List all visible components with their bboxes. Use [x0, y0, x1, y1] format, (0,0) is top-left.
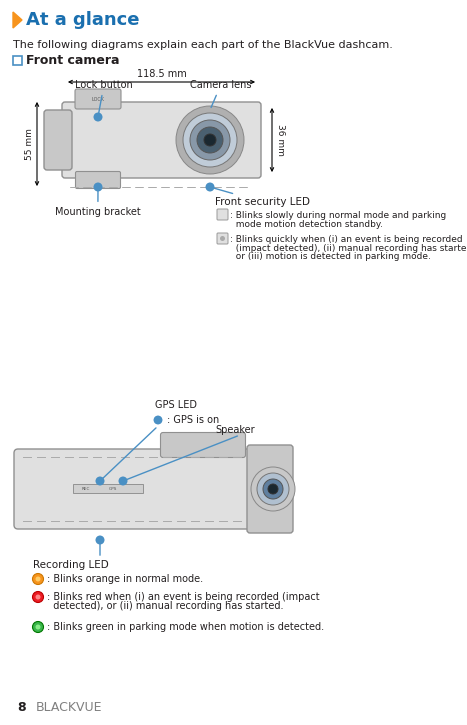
FancyBboxPatch shape [161, 433, 246, 457]
Circle shape [95, 476, 105, 486]
Bar [73, 484, 143, 493]
Text: (impact detected), (ii) manual recording has started,: (impact detected), (ii) manual recording… [230, 244, 467, 252]
Text: : Blinks slowly during normal mode and parking: : Blinks slowly during normal mode and p… [230, 211, 446, 220]
Bar [13, 56, 22, 65]
Text: : Blinks quickly when (i) an event is being recorded: : Blinks quickly when (i) an event is be… [230, 235, 463, 244]
Circle shape [190, 120, 230, 160]
Circle shape [35, 624, 41, 629]
Text: GPS: GPS [109, 487, 117, 491]
Circle shape [33, 592, 43, 602]
Text: 118.5 mm: 118.5 mm [137, 69, 186, 79]
Circle shape [251, 467, 295, 511]
Text: Recording LED: Recording LED [33, 560, 109, 570]
Circle shape [204, 134, 216, 146]
Text: mode motion detection standby.: mode motion detection standby. [230, 220, 383, 228]
Circle shape [176, 106, 244, 174]
Circle shape [33, 573, 43, 584]
FancyBboxPatch shape [14, 449, 262, 529]
Circle shape [35, 576, 41, 581]
Text: The following diagrams explain each part of the BlackVue dashcam.: The following diagrams explain each part… [13, 40, 393, 50]
Circle shape [153, 415, 163, 426]
Circle shape [119, 476, 127, 486]
Circle shape [197, 127, 223, 153]
Circle shape [205, 183, 214, 191]
Text: LOCK: LOCK [92, 96, 105, 102]
Text: 36 mm: 36 mm [276, 124, 285, 156]
Text: Mounting bracket: Mounting bracket [55, 190, 141, 217]
Text: GPS LED: GPS LED [155, 400, 197, 410]
Circle shape [257, 473, 289, 505]
Text: At a glance: At a glance [26, 11, 140, 29]
Text: or (iii) motion is detected in parking mode.: or (iii) motion is detected in parking m… [230, 252, 431, 261]
Polygon shape [13, 12, 22, 28]
Text: detected), or (ii) manual recording has started.: detected), or (ii) manual recording has … [47, 601, 283, 611]
FancyBboxPatch shape [75, 89, 121, 109]
Circle shape [268, 484, 278, 494]
Text: : Blinks red when (i) an event is being recorded (impact: : Blinks red when (i) an event is being … [47, 592, 319, 602]
Text: Front security LED: Front security LED [212, 188, 310, 207]
Circle shape [95, 536, 105, 544]
FancyBboxPatch shape [247, 445, 293, 533]
FancyBboxPatch shape [217, 209, 228, 220]
Text: : Blinks green in parking mode when motion is detected.: : Blinks green in parking mode when moti… [47, 622, 324, 632]
FancyBboxPatch shape [44, 110, 72, 170]
Circle shape [220, 236, 225, 241]
Circle shape [93, 112, 102, 122]
Text: Front camera: Front camera [26, 54, 120, 67]
FancyBboxPatch shape [217, 233, 228, 244]
Text: Camera lens: Camera lens [190, 80, 252, 107]
Text: 55 mm: 55 mm [24, 128, 34, 160]
Circle shape [35, 594, 41, 600]
Circle shape [263, 479, 283, 499]
Text: Speaker: Speaker [215, 425, 255, 435]
Text: REC: REC [82, 487, 90, 491]
Text: : GPS is on: : GPS is on [167, 415, 219, 425]
Text: BLACKVUE: BLACKVUE [36, 701, 102, 714]
Text: : Blinks orange in normal mode.: : Blinks orange in normal mode. [47, 574, 203, 584]
Circle shape [183, 113, 237, 167]
FancyBboxPatch shape [62, 102, 261, 178]
Text: 8: 8 [17, 701, 26, 714]
Circle shape [93, 183, 102, 191]
Text: Lock button: Lock button [75, 80, 133, 115]
Circle shape [33, 621, 43, 632]
FancyBboxPatch shape [76, 172, 120, 188]
